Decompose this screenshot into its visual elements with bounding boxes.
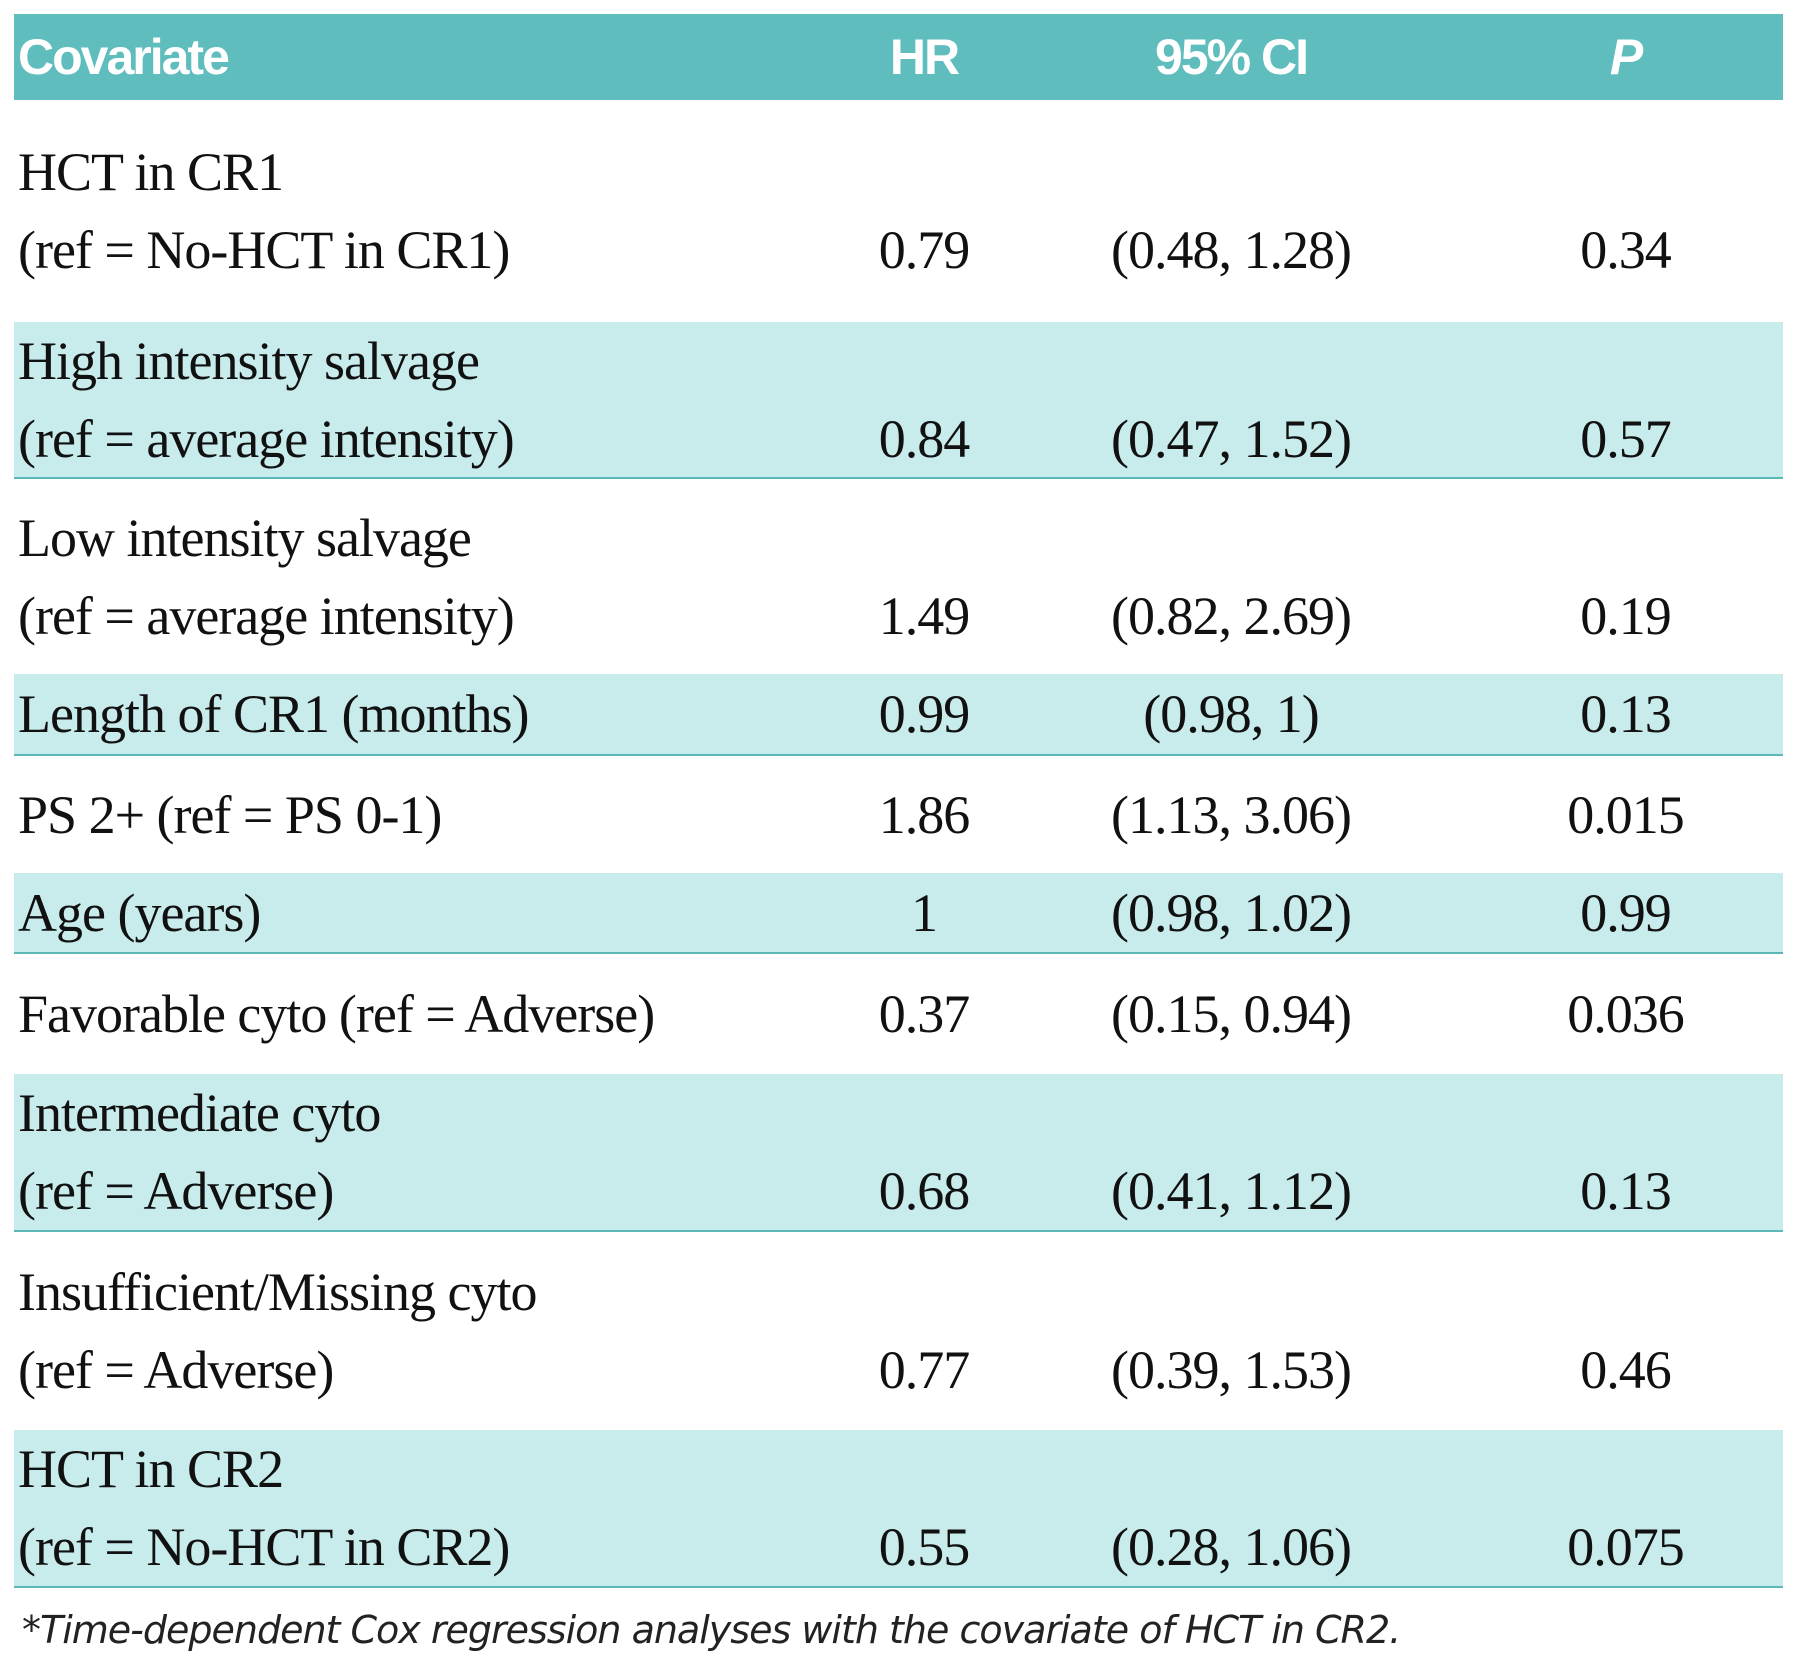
ci-cell: (0.98, 1): [1143, 684, 1319, 744]
p-cell: 0.075: [1567, 1517, 1685, 1577]
covariate-line: (ref = average intensity): [18, 585, 515, 646]
covariate-line: Low intensity salvage: [18, 507, 472, 568]
p-cell: 0.19: [1580, 585, 1672, 646]
covariate-line: PS 2+ (ref = PS 0-1): [18, 784, 442, 845]
ci-cell: (0.28, 1.06): [1111, 1517, 1352, 1577]
covariate-line: High intensity salvage: [18, 331, 480, 391]
covariate-line: (ref = Adverse): [18, 1340, 334, 1400]
p-cell: 0.57: [1580, 409, 1672, 469]
hr-cell: 1.49: [878, 585, 971, 646]
covariate-line: (ref = No-HCT in CR2): [18, 1517, 510, 1577]
hr-cell: 0.84: [878, 409, 971, 469]
covariate-cell: Insufficient/Missing cyto (ref = Adverse): [14, 1253, 854, 1409]
hr-cell: 0.99: [878, 684, 971, 744]
covariate-line: Favorable cyto (ref = Adverse): [18, 984, 655, 1044]
covariate-line: Age (years): [18, 882, 261, 943]
covariate-line: Length of CR1 (months): [18, 684, 529, 744]
covariate-line: HCT in CR2: [18, 1439, 284, 1499]
hr-cell: 0.55: [878, 1517, 971, 1577]
covariate-cell: PS 2+ (ref = PS 0-1): [14, 776, 854, 854]
p-cell: 0.46: [1580, 1340, 1672, 1400]
covariate-line: Intermediate cyto: [18, 1083, 381, 1143]
footnote: *Time-dependent Cox regression analyses …: [22, 1608, 1401, 1652]
table-row: HCT in CR1 (ref = No-HCT in CR1) 0.79 (0.48…: [14, 100, 1783, 322]
p-cell: 0.34: [1580, 220, 1672, 280]
header-cell: 95% CI: [1155, 29, 1309, 85]
table-row: Age (years) 1 (0.98, 1.02) 0.99: [14, 873, 1783, 954]
covariate-cell: HCT in CR2 (ref = No-HCT in CR2): [14, 1430, 854, 1586]
covariate-cell: HCT in CR1 (ref = No-HCT in CR1): [14, 133, 854, 289]
p-cell: 0.13: [1580, 684, 1672, 744]
covariate-line: (ref = No-HCT in CR1): [18, 220, 510, 280]
covariate-cell: Low intensity salvage (ref = average inte…: [14, 499, 854, 655]
covariate-cell: Intermediate cyto (ref = Adverse): [14, 1074, 854, 1230]
header-cell: P: [1609, 29, 1643, 85]
covariate-cell: High intensity salvage (ref = average int…: [14, 322, 854, 478]
ci-cell: (0.98, 1.02): [1111, 882, 1352, 943]
table-row: Intermediate cyto (ref = Adverse) 0.68 (0.4…: [14, 1074, 1783, 1232]
covariate-line: (ref = average intensity): [18, 409, 515, 469]
header-cell: Covariate: [18, 29, 230, 85]
hr-cell: 0.68: [878, 1161, 971, 1221]
ci-cell: (0.15, 0.94): [1111, 984, 1352, 1044]
hr-cell: 1.86: [878, 784, 971, 845]
covariate-cell: Length of CR1 (months): [14, 675, 854, 753]
table-row: Low intensity salvage (ref = average inte…: [14, 479, 1783, 674]
covariate-line: (ref = Adverse): [18, 1161, 334, 1221]
p-cell: 0.015: [1567, 784, 1685, 845]
hr-cell: 0.79: [878, 220, 971, 280]
hr-cell: 0.77: [878, 1340, 971, 1400]
table-row: HCT in CR2 (ref = No-HCT in CR2) 0.55 (0.28…: [14, 1430, 1783, 1588]
p-cell: 0.036: [1567, 984, 1685, 1044]
ci-cell: (0.82, 2.69): [1111, 585, 1352, 646]
ci-cell: (0.47, 1.52): [1111, 409, 1352, 469]
ci-cell: (0.48, 1.28): [1111, 220, 1352, 280]
covariate-line: Insufficient/Missing cyto: [18, 1262, 537, 1322]
p-cell: 0.99: [1580, 882, 1672, 943]
hr-cell: 1: [911, 882, 938, 943]
table-row: Insufficient/Missing cyto (ref = Adverse)…: [14, 1232, 1783, 1430]
p-cell: 0.13: [1580, 1161, 1672, 1221]
ci-cell: (0.39, 1.53): [1111, 1340, 1352, 1400]
covariate-line: HCT in CR1: [18, 142, 284, 202]
table-header: Covariate HR 95% CI P: [14, 14, 1783, 100]
table-row: PS 2+ (ref = PS 0-1) 1.86 (1.13, 3.06) 0.01…: [14, 756, 1783, 873]
table-row: Length of CR1 (months) 0.99 (0.98, 1) 0.13: [14, 674, 1783, 756]
covariate-cell: Age (years): [14, 874, 854, 952]
covariate-cell: Favorable cyto (ref = Adverse): [14, 975, 854, 1053]
header-cell: HR: [889, 29, 960, 85]
ci-cell: (1.13, 3.06): [1111, 784, 1352, 845]
table-row: High intensity salvage (ref = average int…: [14, 322, 1783, 479]
table-row: Favorable cyto (ref = Adverse) 0.37 (0.15,…: [14, 954, 1783, 1074]
hr-cell: 0.37: [878, 984, 971, 1044]
ci-cell: (0.41, 1.12): [1111, 1161, 1352, 1221]
table-body: HCT in CR1 (ref = No-HCT in CR1) 0.79 (0.48…: [14, 100, 1783, 1588]
